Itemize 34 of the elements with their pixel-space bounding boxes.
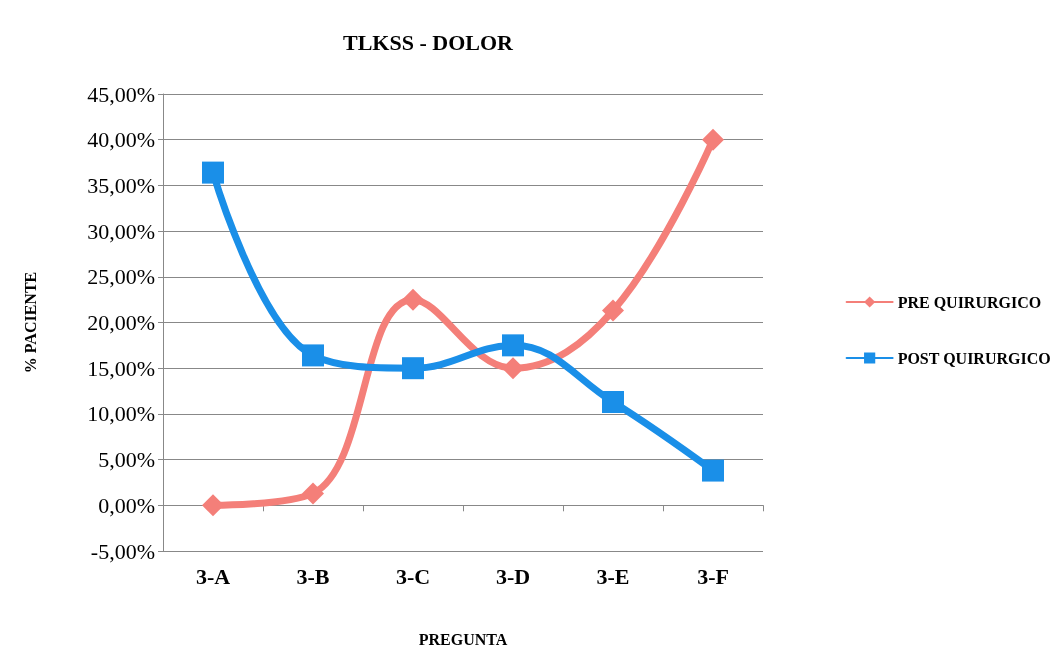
- point: [402, 288, 424, 311]
- y-tick-label: 10,00%: [87, 401, 155, 427]
- x-tick-label: 3-D: [495, 563, 531, 589]
- y-tick-label: 30,00%: [87, 218, 155, 244]
- y-tick-label: 20,00%: [87, 310, 155, 335]
- point: [602, 391, 624, 414]
- point: [202, 161, 224, 184]
- point: [302, 344, 324, 367]
- point: [702, 459, 724, 482]
- x-tick-label: 3-F: [697, 563, 729, 589]
- legend-label: PRE QUIRURGICO: [897, 293, 1042, 311]
- point: [302, 482, 324, 505]
- chart-title: TLKSS - DOLOR: [343, 29, 515, 55]
- x-axis-title: PREGUNTA: [418, 630, 508, 648]
- point: [702, 128, 724, 151]
- y-axis-title: % PACIENTE: [21, 271, 39, 374]
- y-tick-label: 0,00%: [98, 492, 155, 518]
- point: [602, 299, 624, 322]
- y-tick-label: 35,00%: [87, 172, 155, 198]
- x-tick-label: 3-C: [395, 563, 431, 589]
- y-tick-label: 40,00%: [87, 127, 155, 153]
- y-tick-label: 25,00%: [87, 264, 155, 290]
- x-tick-label: 3-A: [195, 563, 231, 589]
- point: [202, 494, 224, 517]
- y-tick-label: 45,00%: [87, 81, 155, 107]
- point: [502, 334, 524, 357]
- y-tick-label: 15,00%: [87, 355, 155, 381]
- point: [402, 357, 424, 380]
- legend-label: POST QUIRURGICO: [897, 349, 1051, 367]
- y-tick-label: -5,00%: [90, 538, 155, 564]
- point: [502, 357, 524, 380]
- x-tick-label: 3-B: [296, 563, 330, 589]
- x-tick-label: 3-E: [596, 563, 630, 589]
- y-tick-label: 5,00%: [98, 447, 155, 473]
